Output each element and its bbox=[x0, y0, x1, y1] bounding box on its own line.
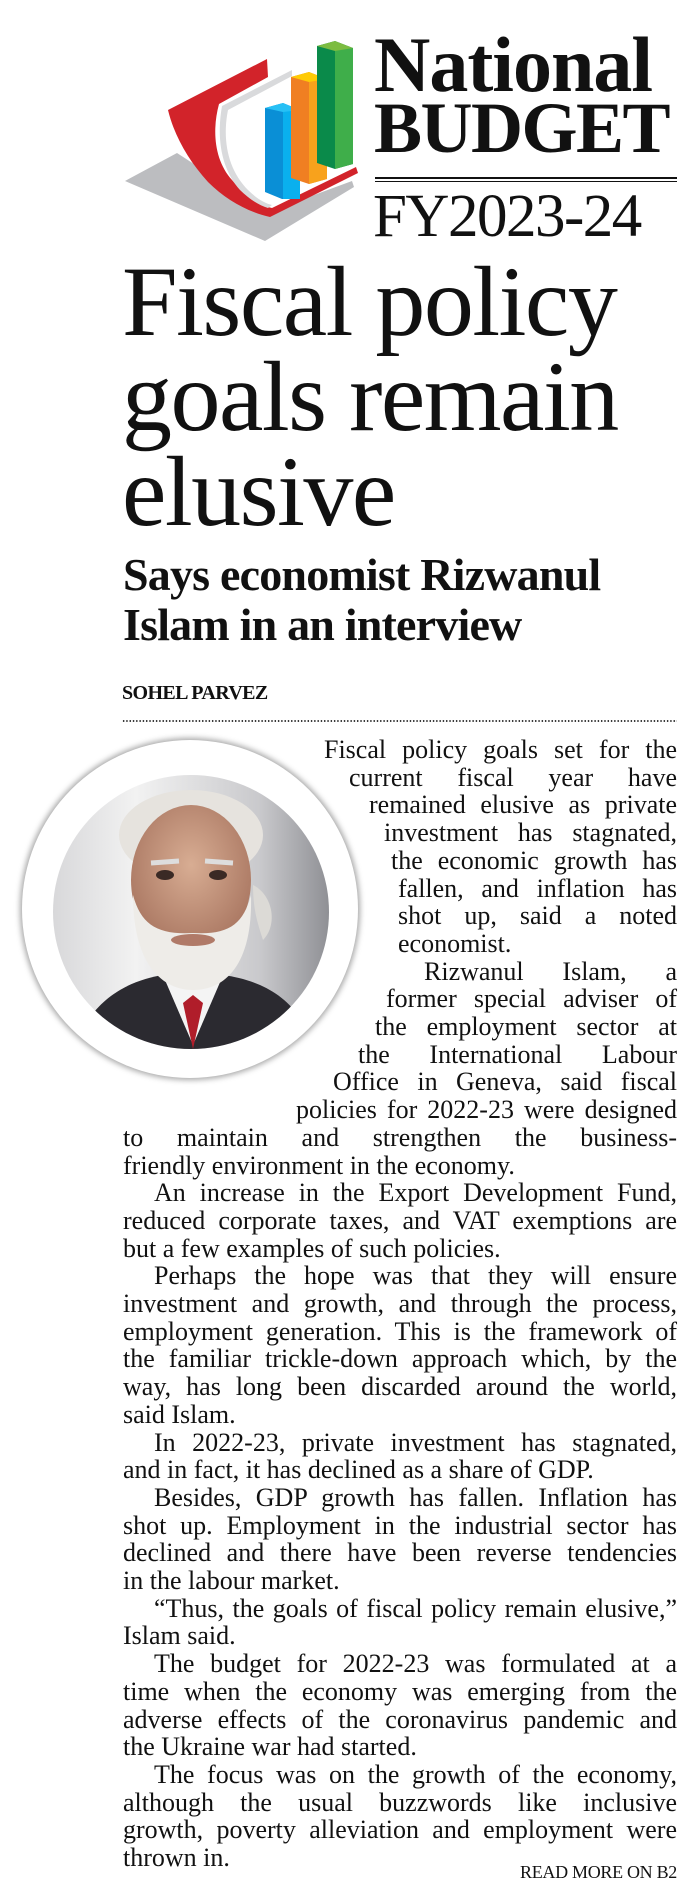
body-line: the employment sector at bbox=[375, 1012, 677, 1041]
headline-line: elusive bbox=[122, 436, 396, 547]
headline-line: goals remain bbox=[122, 341, 619, 452]
byline: SOHEL PARVEZ bbox=[122, 682, 268, 704]
body-line: shot up, said a noted bbox=[398, 901, 677, 931]
body-line: The budget for 2022-23 was formulated at… bbox=[154, 1649, 677, 1679]
logo-bar-green bbox=[317, 41, 353, 169]
national-budget-logo bbox=[125, 41, 358, 241]
body-line: said Islam. bbox=[123, 1399, 236, 1429]
body-line: to maintain and strengthen the business- bbox=[123, 1122, 677, 1152]
masthead-national: National bbox=[374, 21, 653, 108]
masthead-divider bbox=[375, 177, 677, 182]
body-line: time when the economy was emerging from … bbox=[123, 1676, 677, 1706]
body-line: the economic growth has bbox=[391, 845, 677, 875]
body-line: employment generation. This is the frame… bbox=[123, 1316, 677, 1346]
body-line: Fiscal policy goals set for the bbox=[324, 735, 677, 764]
body-line: policies for 2022-23 were designed bbox=[296, 1095, 677, 1125]
body-line: former special adviser of bbox=[386, 984, 677, 1014]
body-line: investment and growth, and through the p… bbox=[123, 1289, 677, 1318]
body-line: the Ukraine war had started. bbox=[123, 1732, 417, 1762]
portrait-frame bbox=[22, 740, 358, 1078]
subheadline: Says economist Rizwanul Islam in an inte… bbox=[123, 549, 601, 650]
body-line: the familiar trickle-down approach which… bbox=[123, 1344, 677, 1374]
headline-line: Fiscal policy bbox=[122, 246, 618, 357]
body-line: and in fact, it has declined as a share … bbox=[123, 1455, 594, 1485]
body-line: shot up. Employment in the industrial se… bbox=[123, 1510, 677, 1540]
body-line: fallen, and inflation has bbox=[398, 873, 677, 903]
body-line: current fiscal year have bbox=[349, 762, 677, 792]
body-line: Besides, GDP growth has fallen. Inflatio… bbox=[154, 1482, 677, 1512]
logo-page bbox=[219, 70, 292, 208]
masthead-budget: BUDGET bbox=[374, 88, 671, 168]
portrait-photo bbox=[53, 775, 329, 1049]
subheadline-line: Says economist Rizwanul bbox=[123, 549, 601, 600]
body-line: Perhaps the hope was that they will ensu… bbox=[154, 1261, 677, 1291]
body-line: Islam said. bbox=[123, 1621, 236, 1651]
subheadline-line: Islam in an interview bbox=[123, 599, 522, 650]
body-line: An increase in the Export Development Fu… bbox=[154, 1178, 677, 1208]
body-line: In 2022-23, private investment has stagn… bbox=[154, 1427, 677, 1457]
body-line: economist. bbox=[398, 928, 512, 958]
masthead-fiscal-year: FY2023-24 bbox=[373, 183, 642, 250]
body-line: way, has long been discarded around the … bbox=[123, 1372, 677, 1402]
body-line: reduced corporate taxes, and VAT exempti… bbox=[123, 1205, 677, 1235]
logo-book bbox=[168, 59, 358, 217]
read-more-link[interactable]: READ MORE ON B2 bbox=[519, 1862, 677, 1882]
body-line: adverse effects of the coronavirus pande… bbox=[123, 1704, 677, 1734]
headline: Fiscal policy goals remain elusive bbox=[122, 246, 619, 547]
body-line: Office in Geneva, said fiscal bbox=[333, 1067, 677, 1097]
body-line: investment has stagnated, bbox=[384, 818, 677, 848]
body-line: thrown in. bbox=[123, 1843, 230, 1872]
body-line: remained elusive as private bbox=[369, 790, 677, 820]
dotted-divider bbox=[122, 720, 677, 722]
body-line: declined and there have been reverse ten… bbox=[123, 1538, 677, 1568]
body-line: Rizwanul Islam, a bbox=[424, 956, 677, 986]
body-line: friendly environment in the economy. bbox=[123, 1150, 515, 1180]
body-line: although the usual buzzwords like inclus… bbox=[123, 1787, 677, 1817]
body-line: but a few examples of such policies. bbox=[123, 1233, 501, 1263]
body-line: “Thus, the goals of fiscal policy remain… bbox=[154, 1593, 677, 1623]
body-line: in the labour market. bbox=[123, 1566, 340, 1595]
body-line: growth, poverty alleviation and employme… bbox=[123, 1815, 677, 1845]
body-line: The focus was on the growth of the econo… bbox=[154, 1759, 677, 1789]
body-line: the International Labour bbox=[358, 1039, 677, 1069]
